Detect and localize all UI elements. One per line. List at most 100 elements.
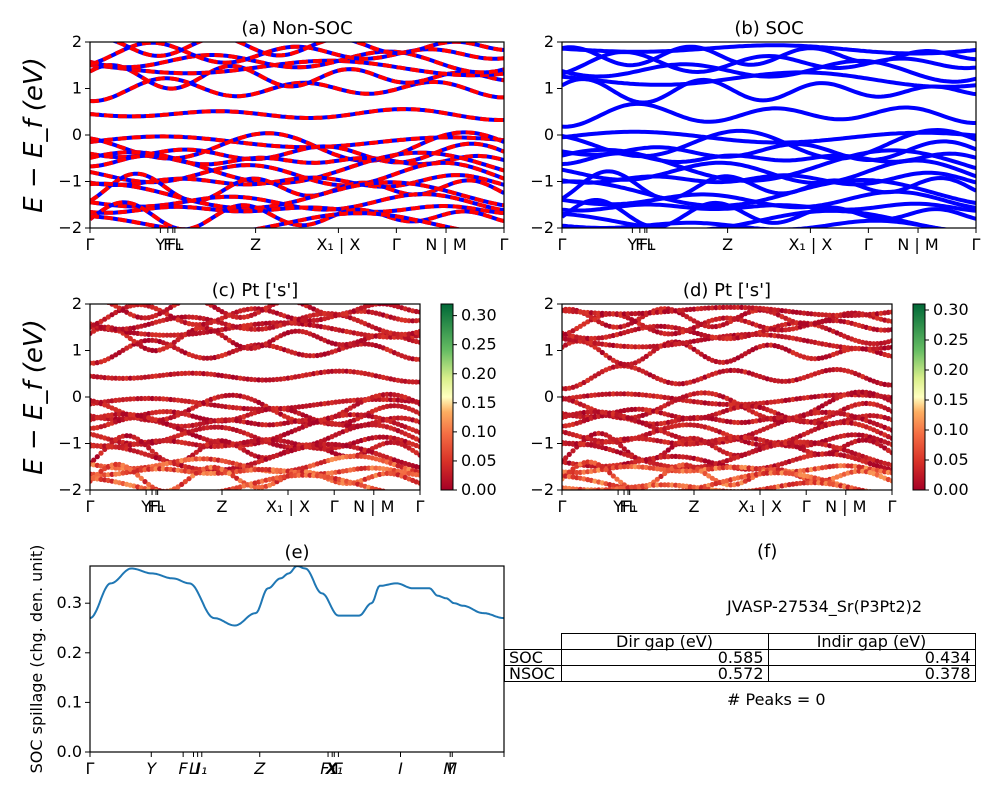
scatter-point [307,472,313,478]
scatter-point [713,305,719,311]
scatter-point [142,467,148,473]
scatter-point [183,298,188,303]
scatter-point [263,466,269,473]
scatter-point [168,491,173,496]
x-tick-label: Y [612,497,623,516]
table-row: SOC 0.585 0.434 [504,649,976,666]
plot-frame [89,565,505,753]
band-line [90,58,504,78]
scatter-point [867,346,873,352]
scatter-point [219,332,225,338]
scatter-point [658,482,664,488]
x-tick-label: Γ [416,497,425,516]
scatter-point [621,361,627,367]
scatter-point [274,376,280,382]
scatter-point [149,332,155,338]
scatter-point [270,437,276,443]
scatter-point [303,352,309,359]
scatter-point [860,346,866,352]
scatter-point [680,468,686,474]
band-line [90,107,504,122]
scatter-point [709,487,715,490]
scatter-point [720,315,726,321]
plot-frame [89,41,505,229]
x-tick-label: Γ [864,235,873,254]
panel-title: (a) Non-SOC [241,18,352,39]
scatter-point [863,413,869,419]
scatter-point [399,492,404,497]
scatter-point [248,376,254,382]
scatter-point [91,298,96,303]
scatter-point [592,344,598,350]
scatter-point [886,491,891,496]
scatter-point [116,375,122,381]
band-line [111,42,504,58]
scatter-point [219,417,225,423]
scatter-point [625,311,631,317]
scatter-point [417,444,420,450]
scatter-point [720,488,726,490]
x-tick-label: F [147,497,156,516]
colorbar-tick-label: 0.05 [933,450,969,469]
scatter-point [388,490,393,495]
scatter-point [801,439,807,445]
panel-f-title: (f) [757,541,778,562]
scatter-point [566,469,572,475]
scatter-point [175,332,181,338]
gap-table-container: Dir gap (eV) Indir gap (eV) SOC 0.585 0.… [504,633,976,682]
band-line [90,180,504,211]
colorbar [912,303,926,491]
scatter-point [599,349,605,356]
scatter-point [190,473,196,479]
scatter-point [248,326,254,332]
scatter-point [208,464,214,470]
scatter-point [834,366,840,373]
scatter-point [775,327,781,333]
scatter-point [614,391,620,397]
scatter-point [621,446,627,452]
scatter-point [116,326,122,332]
scatter-point [215,417,221,423]
colorbar-tick-label: 0.10 [933,420,969,439]
y-tick-label: 1 [544,341,554,360]
scatter-point [149,466,155,472]
colorbar-tick-label: 0.20 [933,360,969,379]
scatter-point [621,343,627,349]
scatter-point [764,470,770,476]
x-tick-label: N | M [353,497,394,516]
scatter-point [120,411,126,417]
table-title: JVASP-27534_Sr(P3Pt2)2 [727,597,923,616]
scatter-point [632,464,638,470]
scatter-point [867,340,873,347]
scatter-point [728,367,734,373]
scatter-point [614,439,620,445]
scatter-point [340,342,346,348]
peaks-count: # Peaks = 0 [727,690,826,709]
scatter-point [731,464,737,470]
band-line [562,76,976,105]
band-line [90,204,504,216]
scatter-point [197,492,202,497]
panel-title: (b) SOC [734,18,803,39]
scatter-point [380,334,386,340]
scatter-point [303,472,309,478]
y-tick-label: −1 [58,434,82,453]
scatter-point [351,453,357,459]
band-line [90,171,504,204]
x-tick-label: F [179,759,189,778]
scatter-point [94,471,100,478]
scatter-point [878,491,883,496]
scatter-point [417,429,420,436]
scatter-point [676,468,682,474]
scatter-point [391,397,397,403]
colorbar-tick-label: 0.25 [933,330,969,349]
scatter-point [406,493,411,498]
scatter-point [684,422,690,428]
scatter-point [303,318,309,324]
scatter-point [362,341,368,347]
scatter-point [194,297,199,302]
scatter-point [886,491,891,496]
y-axis-label: E − E_f (eV) [19,57,49,213]
scatter-point [237,314,243,320]
scatter-point [830,312,836,318]
